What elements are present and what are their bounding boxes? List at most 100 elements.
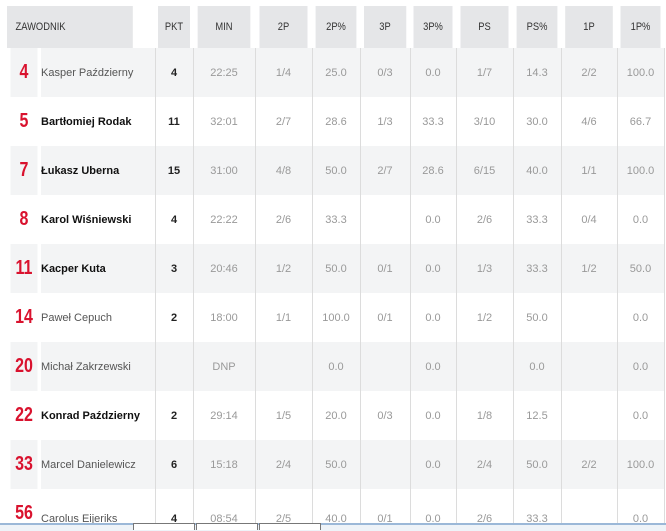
stat-pspct: 50.0 <box>512 293 561 342</box>
column-header-min[interactable]: MIN <box>197 6 251 48</box>
table-header: ZAWODNIK PKT MIN 2P 2P% 3P 3P% PS PS% 1P 1P% <box>7 6 664 48</box>
stat-min: 22:22 <box>192 195 255 244</box>
stat-p2pct: 50.0 <box>311 146 360 195</box>
stat-p3: 1/3 <box>359 97 410 146</box>
column-header-2p[interactable]: 2P <box>259 6 308 48</box>
stat-pspct: 0.0 <box>512 342 561 391</box>
player-name[interactable]: Łukasz Uberna <box>41 146 155 195</box>
stat-p1pct: 100.0 <box>616 146 665 195</box>
stat-p1pct: 0.0 <box>616 489 665 529</box>
column-header-ps[interactable]: PS <box>460 6 509 48</box>
stat-pkt: 11 <box>154 97 193 146</box>
column-header-3p[interactable]: 3P <box>363 6 407 48</box>
stat-p2 <box>254 342 312 391</box>
stat-p1 <box>560 293 617 342</box>
stat-ps: 2/6 <box>455 195 513 244</box>
stat-pspct: 33.3 <box>512 489 561 529</box>
stat-p2pct: 25.0 <box>311 48 360 97</box>
player-name[interactable]: Bartłomiej Rodak <box>41 115 132 128</box>
stat-p3 <box>359 195 410 244</box>
table-row: 22 Konrad Październy 2 29:14 1/5 20.0 0/3 0.0 1/… <box>7 391 665 440</box>
bottom-tab[interactable] <box>196 523 258 530</box>
stat-p3: 0/3 <box>359 391 410 440</box>
column-header-2p-pct[interactable]: 2P% <box>315 6 357 48</box>
player-name[interactable]: Konrad Październy <box>41 409 141 422</box>
stat-min: 20:46 <box>192 244 255 293</box>
stat-p3pct: 0.0 <box>409 195 456 244</box>
table-row: 11 Kacper Kuta 3 20:46 1/2 50.0 0/1 0.0 1/3 33.3 1… <box>7 244 665 293</box>
stat-p1: 2/2 <box>560 440 617 489</box>
stat-p1: 0/4 <box>560 195 617 244</box>
player-number: 11 <box>10 244 38 293</box>
stat-pspct: 30.0 <box>512 97 561 146</box>
player-name[interactable]: Kasper Październy <box>41 48 155 97</box>
stat-min: DNP <box>192 342 255 391</box>
stat-min: 29:14 <box>192 391 255 440</box>
stat-p1pct: 0.0 <box>616 195 665 244</box>
bottom-tab[interactable] <box>259 523 321 530</box>
stat-p1pct: 66.7 <box>616 97 665 146</box>
stat-pkt: 6 <box>154 440 193 489</box>
player-number: 20 <box>10 342 38 391</box>
stat-p1pct: 100.0 <box>616 440 665 489</box>
stat-pkt: 4 <box>154 195 193 244</box>
player-name[interactable]: Carolus Eijeriks <box>41 513 118 525</box>
player-name[interactable]: Marcel Danielewicz <box>41 440 155 489</box>
stat-p2: 2/5 <box>254 489 312 529</box>
table-row: 7 Łukasz Uberna 15 31:00 4/8 50.0 2/7 28.6 6/15 4… <box>7 146 665 195</box>
player-name[interactable]: Karol Wiśniewski <box>41 213 132 226</box>
stat-ps: 1/7 <box>455 48 513 97</box>
column-header-pkt[interactable]: PKT <box>157 6 191 48</box>
column-header-ps-pct[interactable]: PS% <box>516 6 558 48</box>
player-number: 5 <box>19 110 29 132</box>
stat-p1pct: 50.0 <box>616 244 665 293</box>
stat-p1 <box>560 489 617 529</box>
stat-p2: 2/7 <box>254 97 312 146</box>
stat-min: 32:01 <box>192 97 255 146</box>
stat-p3: 2/7 <box>359 146 410 195</box>
stat-p1: 1/2 <box>560 244 617 293</box>
column-header-1p[interactable]: 1P <box>565 6 613 48</box>
stat-p3pct: 0.0 <box>409 391 456 440</box>
bottom-tab[interactable] <box>133 523 195 530</box>
stat-p1pct: 0.0 <box>616 342 665 391</box>
stat-p2pct: 20.0 <box>311 391 360 440</box>
stat-p2: 1/2 <box>254 244 312 293</box>
stat-ps <box>455 342 513 391</box>
stat-p3: 0/1 <box>359 293 410 342</box>
column-header-3p-pct[interactable]: 3P% <box>413 6 453 48</box>
stat-p1pct: 0.0 <box>616 391 665 440</box>
stat-p1 <box>560 342 617 391</box>
player-number: 14 <box>15 306 33 328</box>
stat-p2: 4/8 <box>254 146 312 195</box>
stat-pspct: 33.3 <box>512 244 561 293</box>
player-name[interactable]: Kacper Kuta <box>41 244 155 293</box>
stat-p1: 4/6 <box>560 97 617 146</box>
stat-p3pct: 0.0 <box>409 489 456 529</box>
player-name[interactable]: Michał Zakrzewski <box>41 342 155 391</box>
stat-pkt: 15 <box>154 146 193 195</box>
stat-pspct: 33.3 <box>512 195 561 244</box>
column-header-zawodnik[interactable]: ZAWODNIK <box>7 6 133 48</box>
stat-pspct: 40.0 <box>512 146 561 195</box>
stat-pspct: 50.0 <box>512 440 561 489</box>
table-row: 20 Michał Zakrzewski DNP 0.0 0.0 0.0 0.0 <box>7 342 665 391</box>
stat-p1pct: 100.0 <box>616 48 665 97</box>
stat-p3: 0/1 <box>359 244 410 293</box>
bottom-bar <box>0 523 666 531</box>
table-row: 14 Paweł Cepuch 2 18:00 1/1 100.0 0/1 0.0 1/2 50.… <box>7 293 665 342</box>
stat-min: 18:00 <box>192 293 255 342</box>
stat-p3pct: 0.0 <box>409 48 456 97</box>
stat-ps: 1/3 <box>455 244 513 293</box>
stat-p1: 2/2 <box>560 48 617 97</box>
column-header-1p-pct[interactable]: 1P% <box>620 6 661 48</box>
stat-p2: 1/1 <box>254 293 312 342</box>
player-number: 8 <box>19 208 29 230</box>
stat-pspct: 12.5 <box>512 391 561 440</box>
player-name[interactable]: Paweł Cepuch <box>41 311 112 324</box>
stat-p2: 2/6 <box>254 195 312 244</box>
player-number: 33 <box>10 440 38 489</box>
stat-p2: 1/4 <box>254 48 312 97</box>
stat-p3 <box>359 342 410 391</box>
stat-p2: 2/4 <box>254 440 312 489</box>
